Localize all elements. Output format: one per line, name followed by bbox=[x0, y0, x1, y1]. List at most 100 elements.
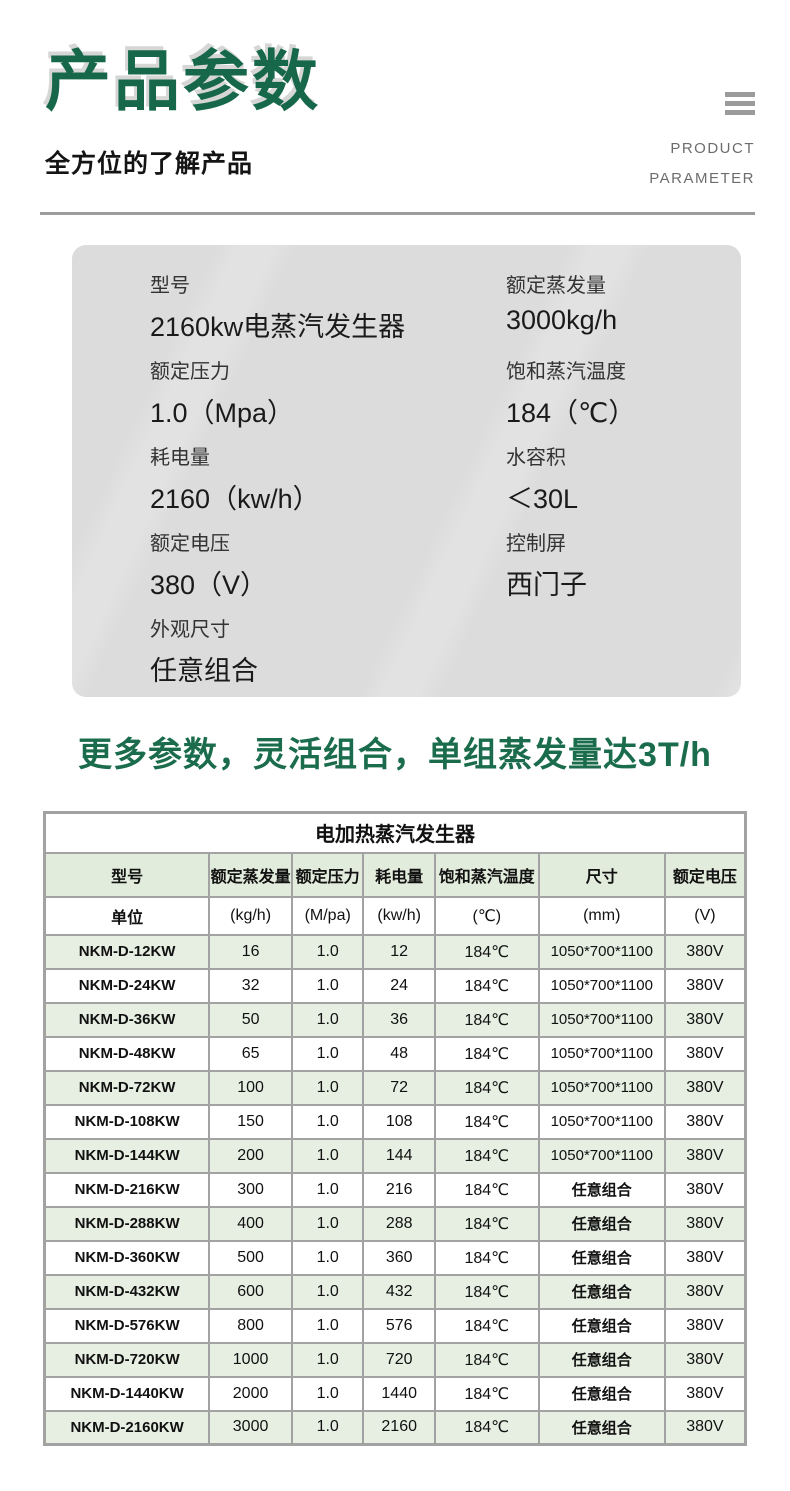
table-cell: 1050*700*1100 bbox=[537, 1103, 666, 1140]
table-cell: 1.0 bbox=[290, 1103, 365, 1140]
table-cell: 360 bbox=[362, 1239, 436, 1276]
table-cell: 144 bbox=[362, 1137, 436, 1174]
table-title-row: 电加热蒸汽发生器 bbox=[43, 811, 747, 854]
table-cell: 任意组合 bbox=[537, 1375, 666, 1412]
table-cell: 380V bbox=[663, 1001, 747, 1038]
table-cell: 1.0 bbox=[290, 1273, 365, 1310]
spec-item-power-consumption: 耗电量 2160（kw/h） bbox=[150, 441, 506, 514]
hamburger-menu-icon[interactable] bbox=[725, 92, 755, 119]
spec-label: 耗电量 bbox=[150, 446, 210, 469]
spec-item-control-panel: 控制屏 西门子 bbox=[506, 527, 701, 600]
spec-label: 额定电压 bbox=[150, 532, 230, 555]
table-cell: 1.0 bbox=[290, 1205, 365, 1242]
spec-label: 额定蒸发量 bbox=[506, 274, 606, 297]
spec-value: ＜30L bbox=[506, 483, 579, 514]
table-cell: 1.0 bbox=[290, 1137, 365, 1174]
table-cell: 380V bbox=[663, 1341, 747, 1378]
eyebrow-line-2: PARAMETER bbox=[649, 170, 755, 187]
table-cell: 380V bbox=[663, 1205, 747, 1242]
table-cell: NKM-D-48KW bbox=[43, 1035, 211, 1072]
table-cell: NKM-D-144KW bbox=[43, 1137, 211, 1174]
table-cell: 1.0 bbox=[290, 1239, 365, 1276]
spec-value: 2160kw电蒸汽发生器 bbox=[150, 311, 406, 342]
table-cell: 380V bbox=[663, 1239, 747, 1276]
table-cell: 400 bbox=[208, 1205, 293, 1242]
table-cell: NKM-D-36KW bbox=[43, 1001, 211, 1038]
col-header-evaporation: 额定蒸发量 bbox=[208, 851, 293, 898]
page-subtitle: 全方位的了解产品 bbox=[45, 149, 254, 178]
table-cell: NKM-D-12KW bbox=[43, 933, 211, 970]
spec-item-dimensions: 外观尺寸 任意组合 bbox=[150, 613, 506, 686]
table-header-row: 型号 额定蒸发量 额定压力 耗电量 饱和蒸汽温度 尺寸 额定电压 bbox=[43, 851, 747, 898]
page-header: 产品参数 全方位的了解产品 PRODUCT PARAMETER bbox=[0, 0, 790, 187]
spec-item-pressure: 额定压力 1.0（Mpa） bbox=[150, 355, 506, 428]
spec-item-water-volume: 水容积 ＜30L bbox=[506, 441, 701, 514]
table-cell: NKM-D-576KW bbox=[43, 1307, 211, 1344]
col-header-temp: 饱和蒸汽温度 bbox=[433, 851, 540, 898]
table-row: NKM-D-288KW 400 1.0 288 184℃ 任意组合 380V bbox=[43, 1205, 747, 1242]
table-cell: 184℃ bbox=[433, 1409, 540, 1446]
table-cell: 任意组合 bbox=[537, 1273, 666, 1310]
spec-table: 电加热蒸汽发生器 型号 额定蒸发量 额定压力 耗电量 饱和蒸汽温度 尺寸 额定电… bbox=[43, 811, 747, 1447]
table-cell: 184℃ bbox=[433, 1307, 540, 1344]
table-cell: 184℃ bbox=[433, 1341, 540, 1378]
spec-label: 外观尺寸 bbox=[150, 618, 230, 641]
table-cell: 184℃ bbox=[433, 1171, 540, 1208]
table-cell: 184℃ bbox=[433, 1103, 540, 1140]
table-cell: 100 bbox=[208, 1069, 293, 1106]
table-cell: NKM-D-24KW bbox=[43, 967, 211, 1004]
spec-label: 饱和蒸汽温度 bbox=[506, 360, 626, 383]
table-cell: 2160 bbox=[362, 1409, 436, 1446]
table-cell: 1.0 bbox=[290, 933, 365, 970]
table-cell: 184℃ bbox=[433, 1239, 540, 1276]
table-row: NKM-D-48KW 65 1.0 48 184℃ 1050*700*1100 380V bbox=[43, 1035, 747, 1072]
table-row: NKM-D-360KW 500 1.0 360 184℃ 任意组合 380V bbox=[43, 1239, 747, 1276]
table-cell: 432 bbox=[362, 1273, 436, 1310]
table-cell: 380V bbox=[663, 1273, 747, 1310]
table-cell: 任意组合 bbox=[537, 1239, 666, 1276]
menu-bar bbox=[725, 101, 755, 106]
spec-value: 任意组合 bbox=[150, 655, 258, 686]
table-row: NKM-D-2160KW 3000 1.0 2160 184℃ 任意组合 380V bbox=[43, 1409, 747, 1446]
table-cell: 300 bbox=[208, 1171, 293, 1208]
table-cell: 184℃ bbox=[433, 1001, 540, 1038]
table-cell: 1050*700*1100 bbox=[537, 1001, 666, 1038]
col-header-size: 尺寸 bbox=[537, 851, 666, 898]
table-cell: 32 bbox=[208, 967, 293, 1004]
table-cell: 1000 bbox=[208, 1341, 293, 1378]
spec-item-evaporation: 额定蒸发量 3000kg/h bbox=[506, 269, 701, 335]
eyebrow-text: PRODUCT PARAMETER bbox=[649, 134, 755, 194]
spec-item-voltage: 额定电压 380（V） bbox=[150, 527, 506, 600]
table-cell: 380V bbox=[663, 1409, 747, 1446]
table-cell: 36 bbox=[362, 1001, 436, 1038]
table-cell: 1.0 bbox=[290, 1341, 365, 1378]
table-title: 电加热蒸汽发生器 bbox=[43, 811, 747, 854]
table-row: NKM-D-216KW 300 1.0 216 184℃ 任意组合 380V bbox=[43, 1171, 747, 1208]
table-cell: 184℃ bbox=[433, 967, 540, 1004]
table-cell: NKM-D-432KW bbox=[43, 1273, 211, 1310]
table-row: NKM-D-432KW 600 1.0 432 184℃ 任意组合 380V bbox=[43, 1273, 747, 1310]
table-cell: 任意组合 bbox=[537, 1341, 666, 1378]
spec-value: 184（℃） bbox=[506, 397, 636, 428]
spec-label: 水容积 bbox=[506, 446, 566, 469]
table-cell: 108 bbox=[362, 1103, 436, 1140]
col-header-power: 耗电量 bbox=[362, 851, 436, 898]
spec-label: 额定压力 bbox=[150, 360, 230, 383]
table-cell: 16 bbox=[208, 933, 293, 970]
table-cell: 3000 bbox=[208, 1409, 293, 1446]
table-cell: 184℃ bbox=[433, 1069, 540, 1106]
table-cell: 任意组合 bbox=[537, 1409, 666, 1446]
table-cell: 任意组合 bbox=[537, 1171, 666, 1208]
table-cell: 150 bbox=[208, 1103, 293, 1140]
table-cell: 1440 bbox=[362, 1375, 436, 1412]
table-row: NKM-D-24KW 32 1.0 24 184℃ 1050*700*1100 380V bbox=[43, 967, 747, 1004]
table-cell: 1050*700*1100 bbox=[537, 1069, 666, 1106]
table-cell: 184℃ bbox=[433, 1035, 540, 1072]
spec-value: 3000kg/h bbox=[506, 304, 618, 335]
table-cell: 184℃ bbox=[433, 1137, 540, 1174]
table-cell: NKM-D-2160KW bbox=[43, 1409, 211, 1446]
table-cell: 48 bbox=[362, 1035, 436, 1072]
table-cell: 800 bbox=[208, 1307, 293, 1344]
table-cell: 1050*700*1100 bbox=[537, 933, 666, 970]
table-cell: 1.0 bbox=[290, 1409, 365, 1446]
